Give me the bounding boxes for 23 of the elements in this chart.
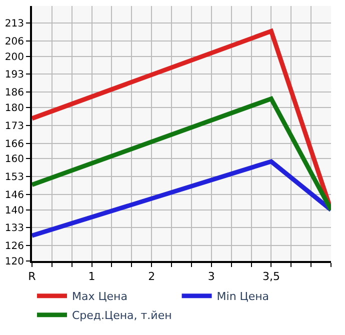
legend-label: Max Цена bbox=[72, 290, 128, 304]
x-tick-label: 1 bbox=[88, 270, 96, 284]
y-tick-label: 133 bbox=[4, 223, 24, 234]
y-tick-label: 140 bbox=[4, 205, 24, 216]
y-tick-label: 160 bbox=[4, 154, 24, 166]
x-tick-label: 2 bbox=[148, 270, 156, 284]
y-tick-label: 186 bbox=[4, 88, 24, 99]
y-tick-label: 126 bbox=[4, 241, 24, 252]
legend-label: Min Цена bbox=[216, 290, 270, 304]
y-tick-label: 173 bbox=[4, 120, 24, 132]
y-tick-label: 206 bbox=[4, 36, 24, 48]
x-tick-label: 3,5 bbox=[262, 270, 280, 284]
y-tick-label: 213 bbox=[4, 18, 24, 30]
y-tick-label: 120 bbox=[4, 256, 24, 268]
y-tick-label: 180 bbox=[4, 102, 24, 114]
y-tick-label: 146 bbox=[4, 190, 24, 201]
y-tick-label: 166 bbox=[4, 138, 24, 150]
y-tick-label: 200 bbox=[4, 52, 24, 63]
legend-label: Сред.Цена, т.йен bbox=[72, 309, 172, 322]
x-tick-label: 3 bbox=[208, 270, 215, 284]
x-tick-label: R bbox=[28, 270, 36, 284]
y-tick-label: 153 bbox=[4, 172, 24, 184]
y-tick-label: 193 bbox=[4, 70, 24, 81]
